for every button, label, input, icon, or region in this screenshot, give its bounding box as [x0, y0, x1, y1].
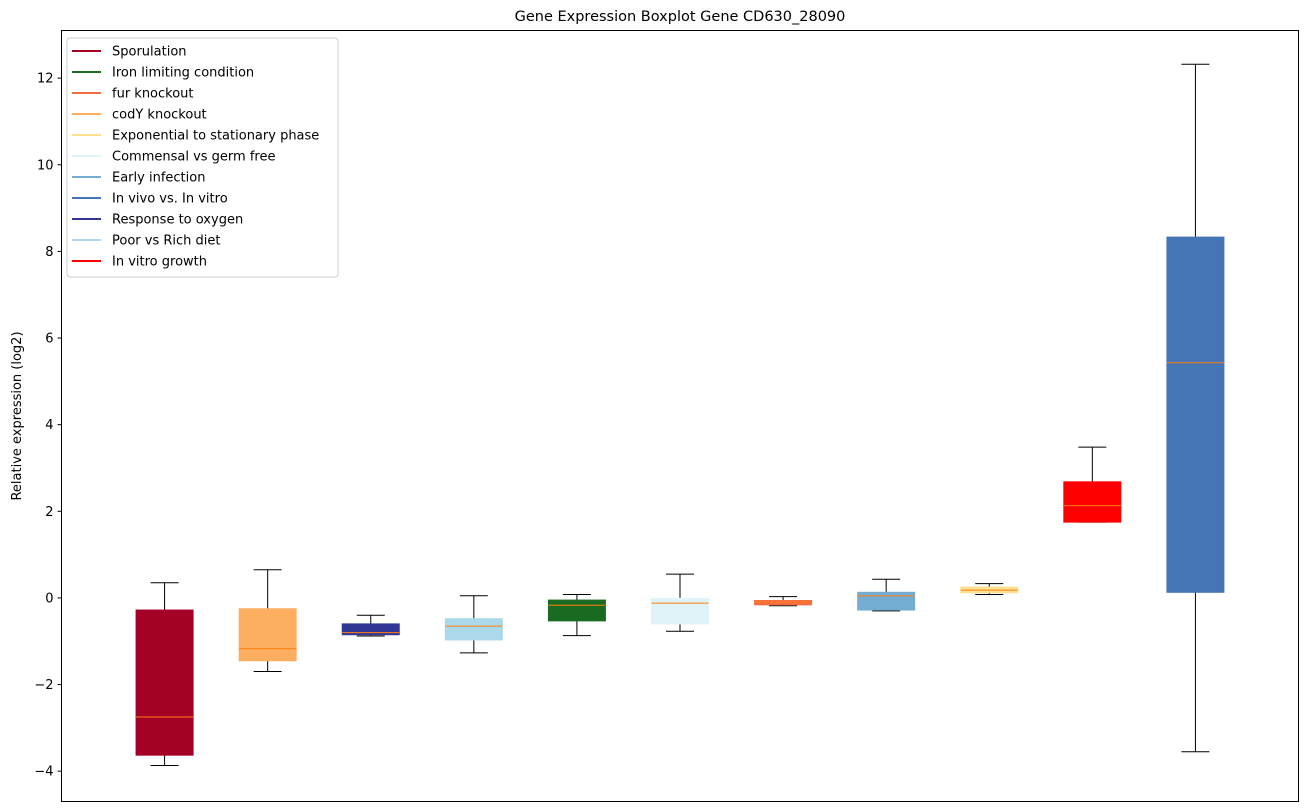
box-rect — [238, 608, 297, 662]
axes-frame — [61, 30, 1299, 802]
legend-frame — [66, 37, 339, 278]
box-cody-knockout — [238, 569, 297, 673]
y-tick-label: −4 — [34, 765, 53, 780]
box-in-vitro-growth — [1063, 446, 1122, 523]
legend: Sporulation Iron limiting condition fur kn… — [66, 37, 339, 278]
y-tick-label: −2 — [34, 678, 53, 693]
y-tick-label: 8 — [45, 245, 53, 260]
box-rect — [135, 609, 194, 756]
legend-label: Commensal vs germ free — [112, 150, 275, 165]
y-tick-label: 6 — [45, 332, 53, 347]
box-fur-knockout — [754, 596, 813, 607]
legend-label: codY knockout — [112, 108, 207, 123]
y-axis: −4 −2 0 2 4 6 8 10 12 — [34, 72, 62, 780]
box-rect — [1166, 236, 1225, 593]
legend-label: In vitro growth — [112, 255, 207, 270]
y-tick-label: 12 — [37, 72, 54, 87]
box-early-infection — [857, 578, 916, 612]
y-tick-label: 4 — [45, 418, 53, 433]
chart-title: Gene Expression Boxplot Gene CD630_28090 — [515, 9, 846, 25]
box-in-vivo-vs-in-vitro — [1166, 63, 1225, 753]
y-tick-label: 2 — [45, 505, 53, 520]
box-commensal-vs-germ-free — [651, 573, 709, 632]
legend-label: Exponential to stationary phase — [112, 129, 319, 144]
plot-area — [135, 63, 1225, 767]
box-iron-limiting-condition — [547, 593, 606, 637]
legend-label: In vivo vs. In vitro — [112, 192, 228, 207]
box-rect — [651, 597, 709, 625]
y-axis-label: Relative expression (log2) — [10, 331, 25, 500]
box-response-to-oxygen — [341, 614, 400, 637]
box-rect — [444, 618, 503, 641]
box-sporulation — [135, 582, 194, 767]
legend-label: Early infection — [112, 171, 205, 186]
box-exponential-to-stationary-phase — [960, 583, 1019, 595]
box-rect — [857, 591, 916, 611]
y-tick-label: 10 — [37, 158, 54, 173]
legend-label: Poor vs Rich diet — [112, 234, 220, 249]
legend-label: Response to oxygen — [112, 213, 243, 228]
box-rect — [1063, 481, 1122, 523]
box-poor-vs-rich-diet — [444, 595, 503, 654]
legend-label: Iron limiting condition — [112, 66, 254, 81]
box-rect — [547, 599, 606, 622]
legend-label: Sporulation — [112, 45, 187, 60]
legend-label: fur knockout — [112, 87, 194, 102]
box-rect — [341, 623, 400, 636]
y-tick-label: 0 — [45, 591, 53, 606]
